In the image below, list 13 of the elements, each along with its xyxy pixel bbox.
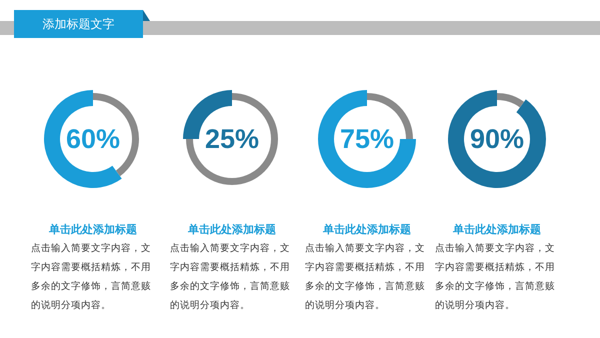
text: 单击此处添加标题 (322, 222, 412, 237)
text: 添加标题文字 (14, 10, 143, 38)
text: 单击此处添加标题 (48, 222, 138, 237)
text: 90% (470, 124, 524, 154)
text: 60% (66, 124, 120, 154)
text: 点击输入简要文字内容，文字内容需要概括精炼，不用多余的文字修饰，言简意赅的说明分项内容。 (170, 242, 291, 313)
text: 单击此处添加标题 (452, 222, 542, 237)
text: 点击输入简要文字内容，文字内容需要概括精炼，不用多余的文字修饰，言简意赅的说明分项内容。 (305, 242, 426, 313)
text: 单击此处添加标题 (187, 222, 277, 237)
text: 点击输入简要文字内容，文字内容需要概括精炼，不用多余的文字修饰，言简意赅的说明分项内容。 (435, 242, 556, 313)
text: 75% (340, 124, 394, 154)
text: 点击输入简要文字内容，文字内容需要概括精炼，不用多余的文字修饰，言简意赅的说明分项内容。 (31, 242, 152, 313)
text: 25% (204, 124, 260, 154)
